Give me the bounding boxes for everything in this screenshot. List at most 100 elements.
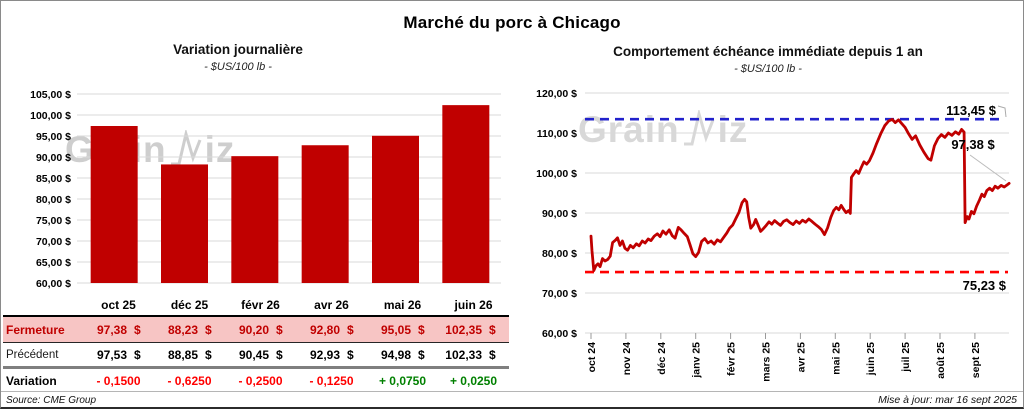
price-value: 92,80 $ [296,323,367,337]
price-value: 90,45 $ [225,348,296,362]
y-axis-label: 100,00 $ [30,110,71,122]
high-label-leader [997,105,1007,118]
y-axis-label: 105,00 $ [30,89,71,101]
table-header-row: oct 25 déc 25 févr 26 avr 26 mai 26 juin 26 [3,295,509,317]
price-number: 90,20 [238,322,269,337]
variation-value: - 0,2500 [238,373,283,388]
x-axis-label: déc 24 [656,342,668,375]
variation-value: + 0,0250 [449,373,498,388]
x-axis-label: oct 24 [586,342,598,373]
price-value: 88,85 $ [154,348,225,362]
y-axis-label: 100,00 $ [536,168,577,180]
column-header: avr 26 [314,298,349,312]
price-value: 92,93 $ [296,348,367,362]
price-value: 94,98 $ [367,348,438,362]
price-value: 88,23 $ [154,323,225,337]
price-number: 102,35 [445,322,482,337]
price-number: 102,33 [445,347,482,362]
quotes-table: oct 25 déc 25 févr 26 avr 26 mai 26 juin 26 Fe… [3,295,509,392]
y-axis-label: 70,00 $ [36,236,71,248]
currency-symbol: $ [276,347,283,362]
x-axis-label: juil 25 [900,342,912,373]
variation-value: + 0,0750 [378,373,427,388]
bar-avr 26 [301,145,349,283]
variation-value: - 0,1500 [96,373,141,388]
column-header: févr 26 [241,298,280,312]
bar-oct 25 [90,126,138,283]
y-axis-label: 90,00 $ [542,208,577,220]
column-header: déc 25 [170,298,209,312]
last-point-label: 97,38 $ [951,137,995,152]
price-number: 94,98 [380,347,411,362]
currency-symbol: $ [347,347,354,362]
y-axis-label: 95,00 $ [36,131,71,143]
bar-juin 26 [442,105,490,283]
currency-symbol: $ [418,347,425,362]
y-axis-label: 80,00 $ [542,248,577,260]
left-chart-subtitle: - $US/100 lb - [204,61,272,73]
price-value: 97,38 $ [83,323,154,337]
y-axis-label: 85,00 $ [36,173,71,185]
table-thick-divider [3,366,509,369]
y-axis-label: 90,00 $ [36,152,71,164]
currency-symbol: $ [347,322,354,337]
currency-symbol: $ [489,347,496,362]
y-axis-label: 65,00 $ [36,257,71,269]
price-number: 95,05 [380,322,411,337]
last-point-leader [969,154,1007,182]
x-axis-label: août 25 [935,342,947,379]
x-axis-label: sept 25 [970,342,982,378]
source-note: Source: CME Group [6,395,97,406]
currency-symbol: $ [134,347,141,362]
price-series-line [589,118,1011,273]
table-row-prec: Précédent 97,53 $88,85 $90,45 $92,93 $94,98 $1… [3,343,509,366]
price-number: 97,53 [96,347,127,362]
right-chart-title: Comportement échéance immédiate depuis 1… [613,44,923,59]
table-row-ferm: Fermeture 97,38 $88,23 $90,20 $92,80 $95,05 $1… [3,317,509,343]
left-chart-title: Variation journalière [173,42,303,57]
x-axis-label: avr 25 [795,342,807,373]
y-axis-label: 60,00 $ [542,328,577,340]
x-axis-label: janv 25 [691,342,703,379]
y-axis-label: 80,00 $ [36,194,71,206]
updated-note: Mise à jour: mar 16 sept 2025 [878,394,1017,406]
currency-symbol: $ [205,322,212,337]
column-header: juin 26 [454,298,493,312]
variation-value: - 0,6250 [167,373,212,388]
price-number: 88,23 [167,322,198,337]
currency-symbol: $ [205,347,212,362]
x-axis-label: mai 25 [830,342,842,375]
bar-mai 26 [372,135,419,283]
price-value: 95,05 $ [367,323,438,337]
bar-févr 26 [231,156,279,283]
price-number: 90,45 [238,347,269,362]
y-axis-label: 70,00 $ [542,288,577,300]
price-number: 88,85 [167,347,198,362]
page-title: Marché du porc à Chicago [403,13,621,32]
currency-symbol: $ [134,322,141,337]
price-value: 90,20 $ [225,323,296,337]
row-label: Variation [6,373,57,388]
price-number: 92,93 [309,347,340,362]
price-number: 92,80 [309,322,340,337]
row-label: Fermeture [6,322,65,337]
currency-symbol: $ [276,322,283,337]
front-month-line-chart: 120,00 $ 110,00 $ 100,00 $ 90,00 $ 80,00 $ 70… [536,88,1011,382]
column-header: mai 26 [383,298,422,312]
daily-variation-bar-chart: 105,00 $ 100,00 $ 95,00 $ 90,00 $ 85,00 $ 80,… [30,89,501,290]
price-value: 102,33 $ [438,348,509,362]
y-axis-label: 60,00 $ [36,278,71,290]
price-number: 97,38 [96,322,127,337]
price-value: 102,35 $ [438,323,509,337]
x-axis-label: févr 25 [726,342,738,376]
bar-déc 25 [161,164,208,283]
x-axis-label: mars 25 [761,342,773,382]
footer-divider [1,391,1023,392]
x-axis-label: juin 25 [865,342,877,376]
right-chart-subtitle: - $US/100 lb - [734,63,802,75]
currency-symbol: $ [489,322,496,337]
currency-symbol: $ [418,322,425,337]
column-header: oct 25 [101,298,136,312]
table-row-vari: Variation - 0,1500 - 0,6250 - 0,2500 - 0,125… [3,369,509,392]
